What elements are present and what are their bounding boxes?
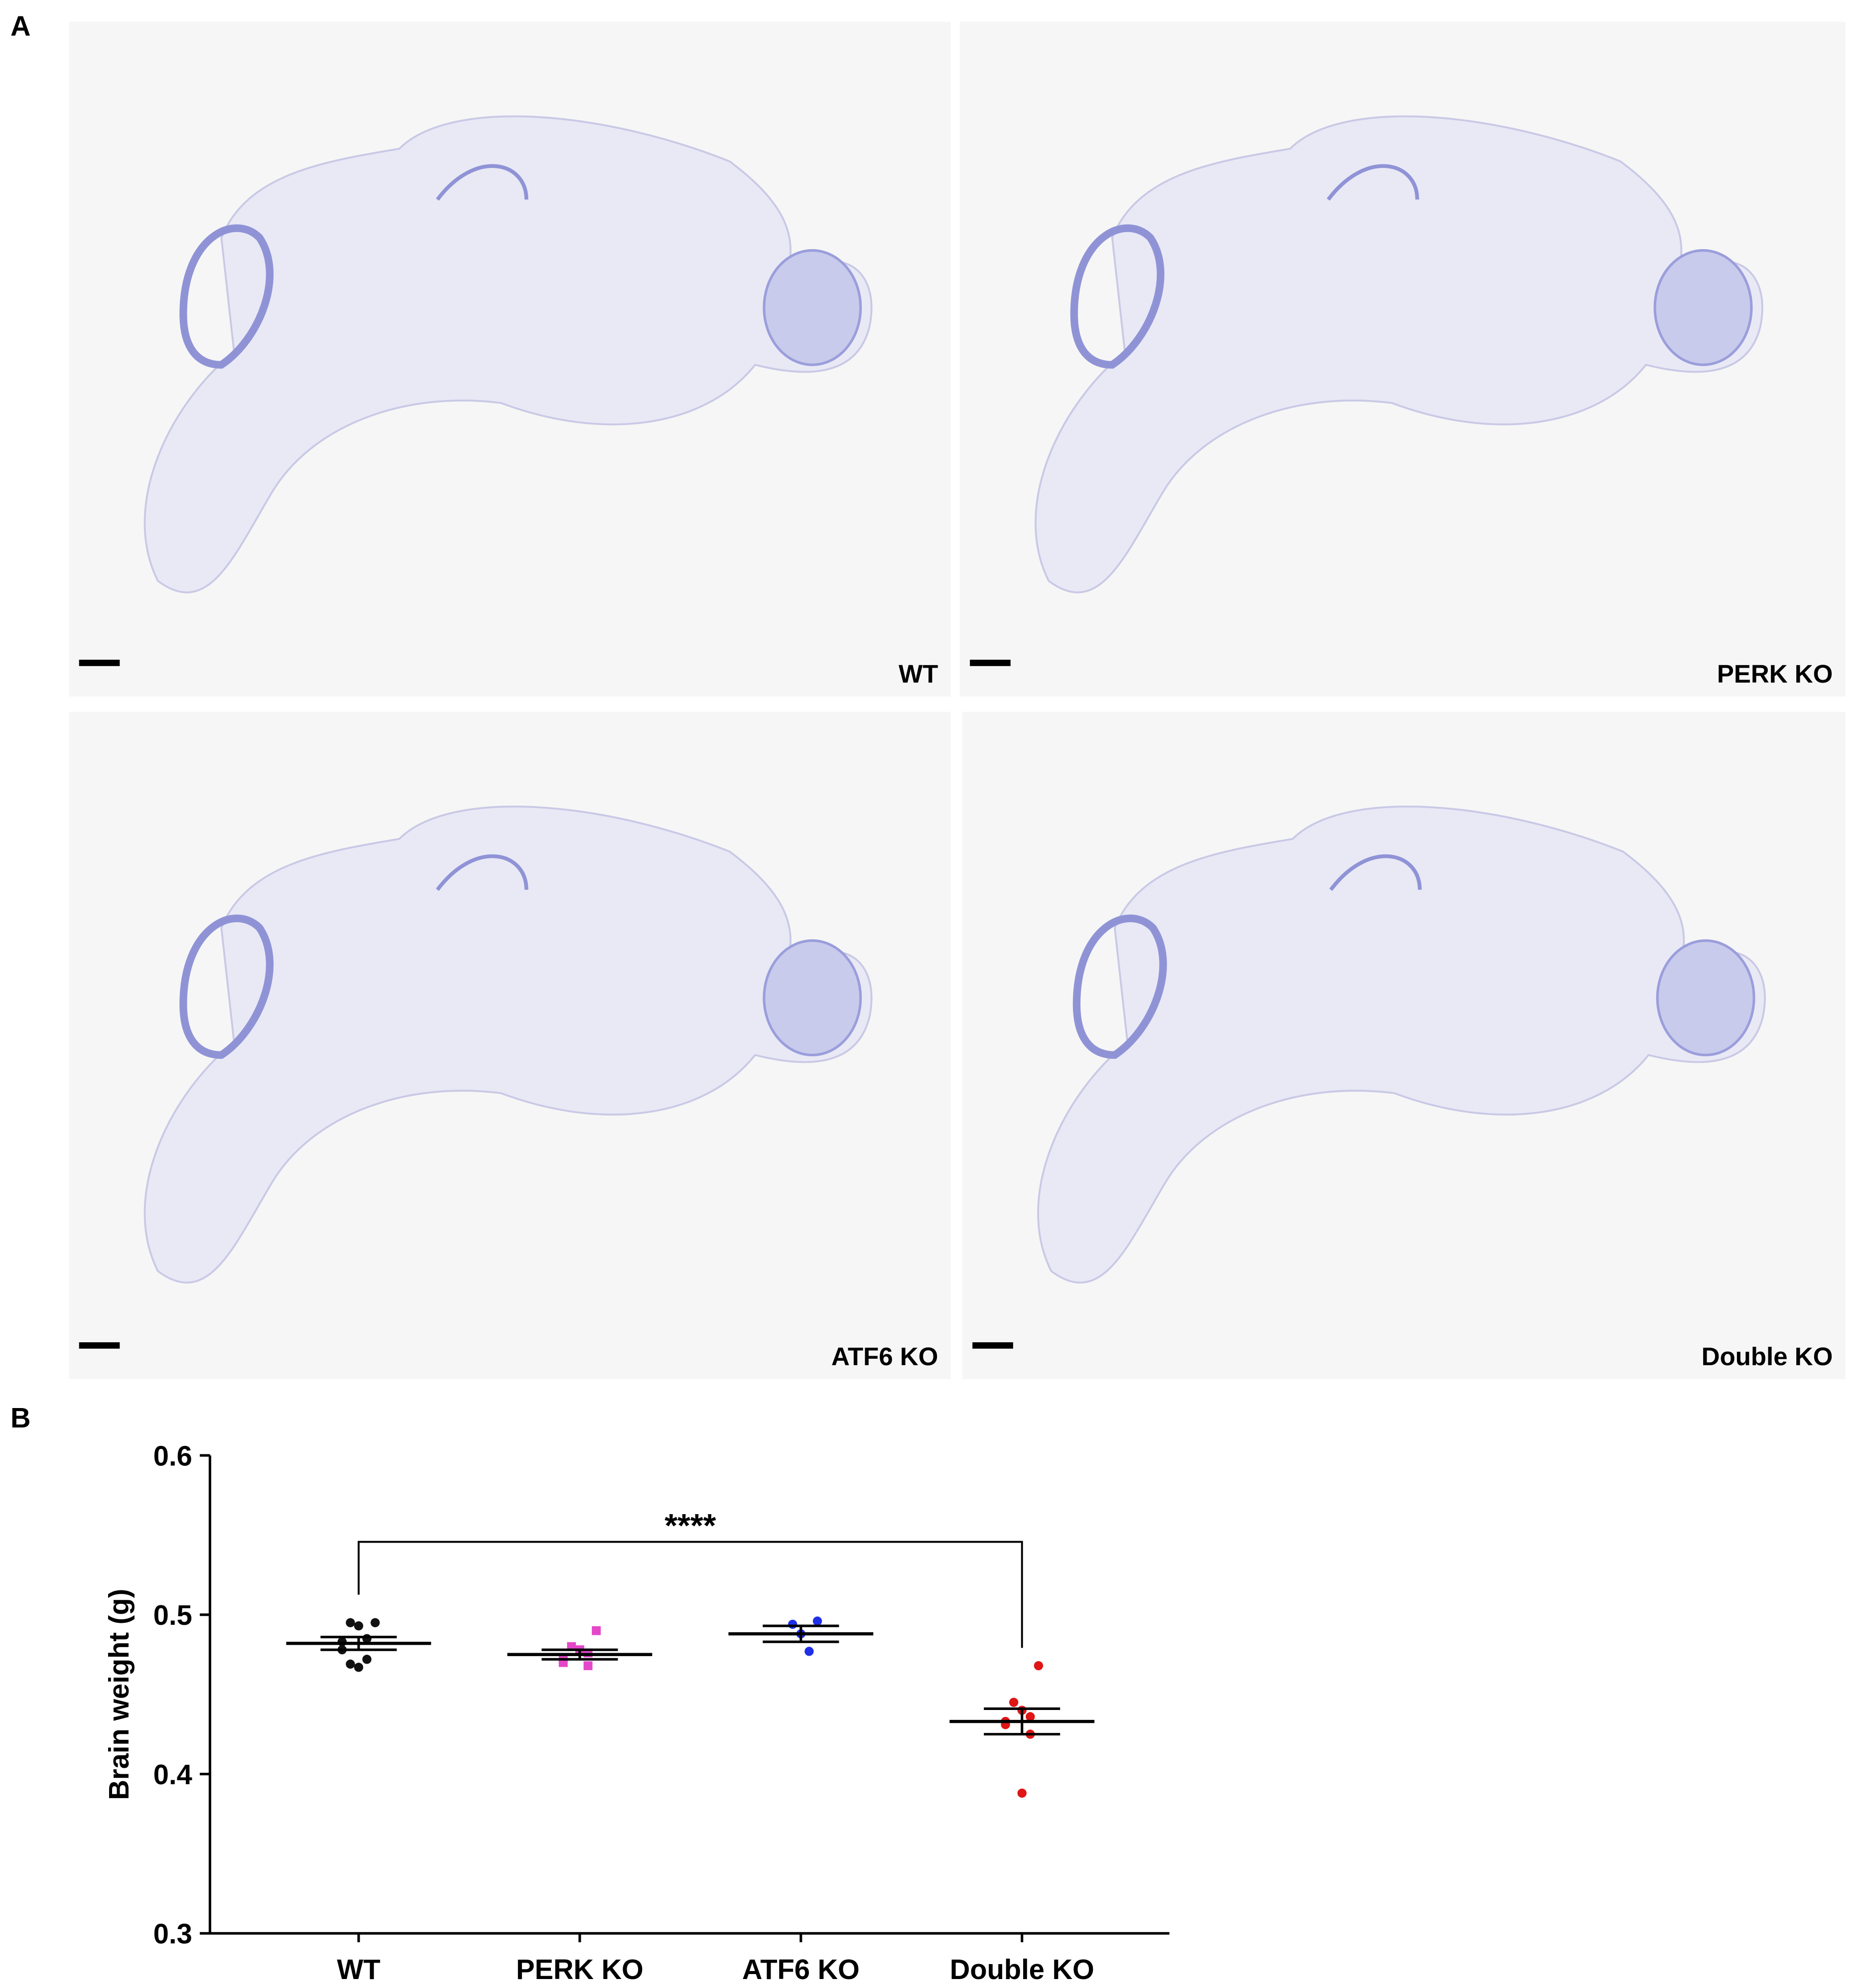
scale-bar	[79, 660, 120, 666]
image-panels: WT PERK KO ATF6 KO Double KO	[69, 21, 1846, 1379]
y-tick-label: 0.6	[153, 1440, 192, 1471]
scale-bar	[972, 1342, 1013, 1349]
hippocampus	[436, 164, 529, 201]
data-point	[362, 1655, 372, 1664]
image-label: ATF6 KO	[831, 1342, 938, 1371]
brain-section	[143, 115, 873, 593]
data-point	[354, 1621, 364, 1631]
olfactory-bulb	[1656, 939, 1755, 1057]
significance-label: ****	[665, 1507, 716, 1544]
cerebellum	[179, 914, 274, 1059]
data-point	[370, 1618, 380, 1627]
image-label: WT	[899, 660, 938, 688]
data-point	[346, 1659, 355, 1669]
cerebellum	[1070, 224, 1165, 369]
data-point	[592, 1626, 601, 1635]
hippocampus	[1329, 854, 1422, 891]
scale-bar	[970, 660, 1011, 666]
error-bar	[320, 1636, 397, 1651]
cerebellum	[179, 224, 274, 369]
data-point	[1017, 1788, 1027, 1798]
error-bar	[763, 1624, 839, 1643]
x-tick-label: WT	[337, 1954, 380, 1985]
data-point	[346, 1618, 355, 1627]
panel-label: A	[10, 10, 31, 41]
data-point	[804, 1647, 814, 1656]
data-point	[583, 1661, 593, 1671]
brain-section	[143, 805, 873, 1283]
data-point	[788, 1619, 798, 1629]
data-point	[337, 1637, 347, 1647]
brain-section	[1035, 115, 1763, 593]
significance-bracket	[358, 1541, 1023, 1648]
olfactory-bulb	[763, 249, 862, 366]
error-bar	[541, 1648, 618, 1661]
y-tick-label: 0.5	[153, 1599, 192, 1631]
data-point	[1034, 1661, 1044, 1671]
data-point	[354, 1663, 364, 1672]
data-point	[1009, 1698, 1019, 1707]
y-tick-label: 0.3	[153, 1918, 192, 1950]
cerebellum	[1072, 914, 1167, 1059]
error-bar	[984, 1707, 1061, 1736]
chart: 0.3 0.4 0.5 0.6 Brain weight (g) WT PERK KO ATF…	[103, 1440, 1170, 1985]
data-point	[812, 1616, 822, 1626]
olfactory-bulb	[763, 939, 862, 1057]
hippocampus	[1327, 164, 1419, 201]
y-tick-label: 0.4	[153, 1759, 192, 1790]
panel-label: B	[10, 1402, 31, 1433]
y-axis-label: Brain weight (g)	[103, 1589, 134, 1800]
brain-section	[1037, 805, 1766, 1283]
scale-bar	[79, 1342, 120, 1349]
x-tick-label: ATF6 KO	[742, 1954, 860, 1985]
image-label: Double KO	[1702, 1342, 1833, 1371]
x-tick-label: PERK KO	[516, 1954, 644, 1985]
olfactory-bulb	[1653, 249, 1753, 366]
hippocampus	[436, 854, 529, 891]
x-tick-label: Double KO	[950, 1954, 1094, 1985]
image-label: PERK KO	[1717, 660, 1833, 688]
data-point	[1026, 1712, 1035, 1721]
